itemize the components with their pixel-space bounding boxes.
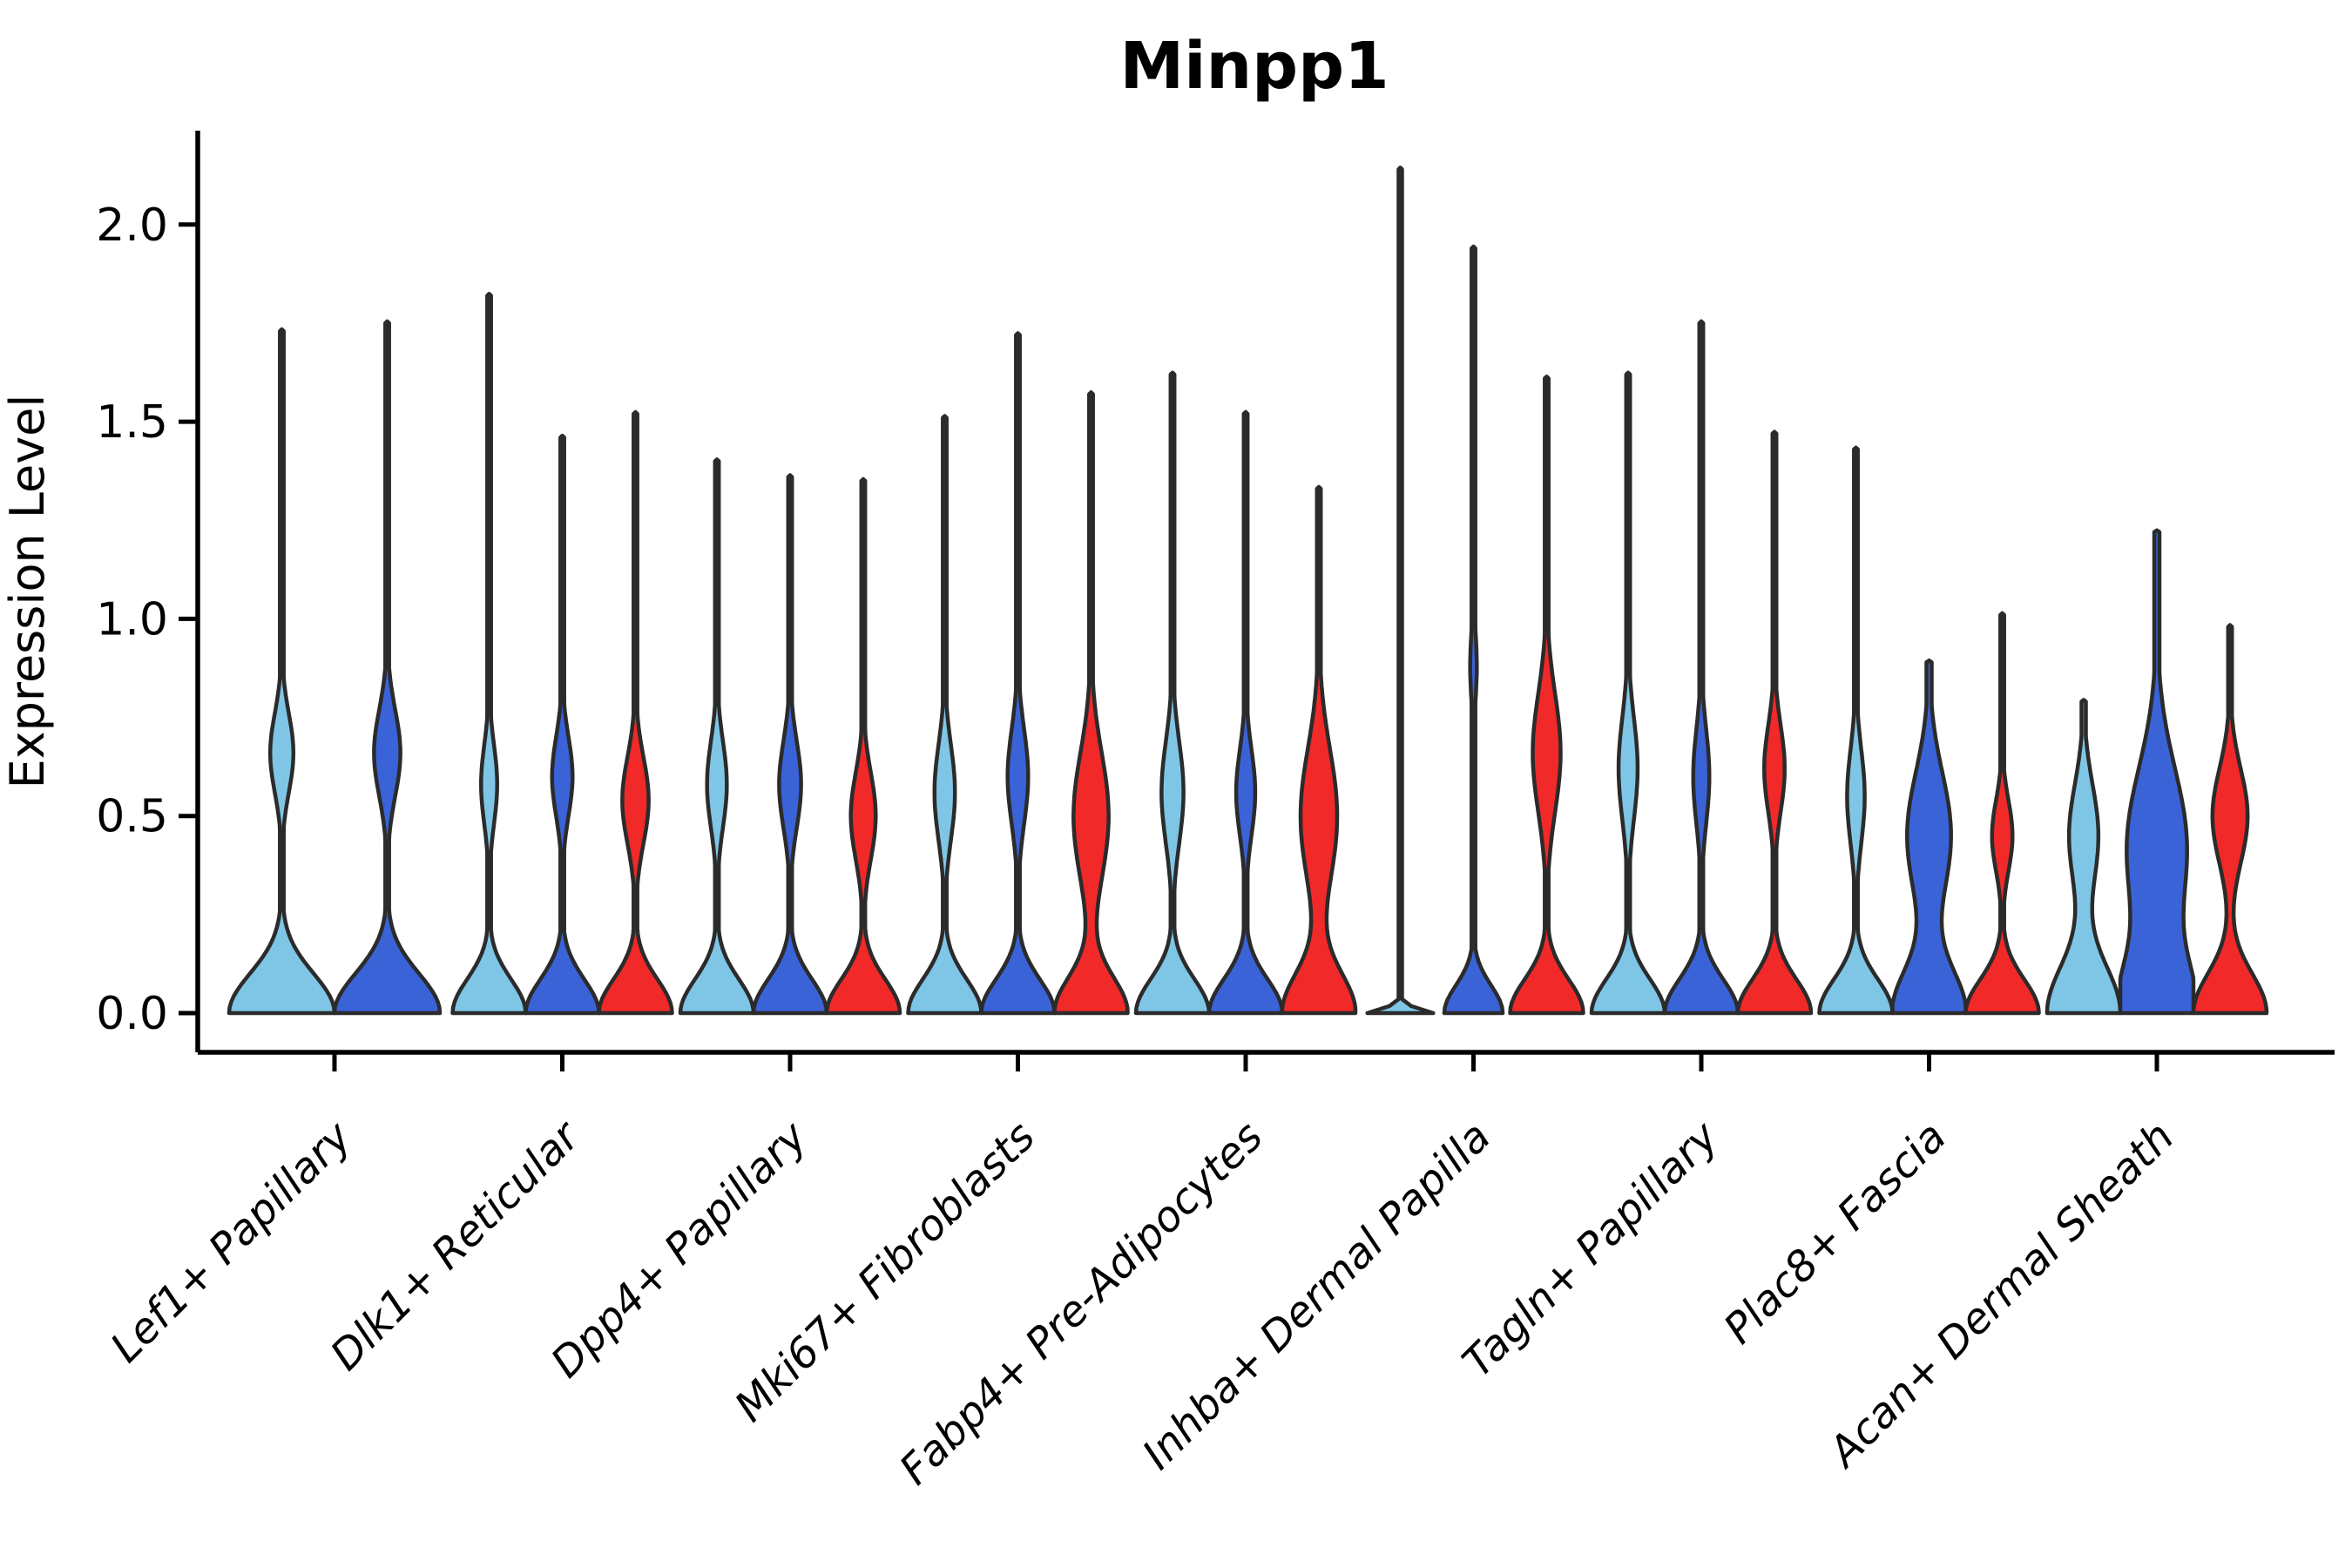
violin-3-light_blue: [678, 457, 756, 1016]
violin-4-red: [1052, 390, 1130, 1016]
x-tick-label-5: Fabp4+ Pre-Adipocytes: [890, 1112, 1273, 1495]
y-tick-label: 1.0: [96, 593, 168, 645]
violin-7-dark_blue: [1662, 319, 1740, 1016]
chart-title: Minpp1: [1119, 29, 1389, 104]
violin-4-dark_blue: [979, 331, 1057, 1016]
violin-1-dark_blue: [332, 319, 443, 1016]
x-tick-label-1: Lef1+ Papillary: [101, 1112, 362, 1372]
y-tick-label: 0.0: [96, 988, 168, 1040]
x-tick-label-7: Tagln+ Papillary: [1453, 1112, 1728, 1387]
y-tick-label: 0.5: [96, 791, 168, 843]
violin-4-light_blue: [906, 414, 983, 1016]
x-tick-label-2: Dlk1+ Reticular: [321, 1111, 591, 1381]
y-tick-label: 1.5: [96, 396, 168, 449]
violin-2-light_blue: [450, 292, 528, 1016]
violin-2-red: [597, 409, 674, 1016]
violin-1-light_blue: [226, 327, 337, 1016]
violin-5-red: [1280, 484, 1358, 1016]
violin-2-dark_blue: [524, 433, 601, 1016]
violin-9-red: [2191, 623, 2269, 1016]
violin-6-dark_blue: [1442, 244, 1505, 1016]
violin-6-light_blue: [1365, 166, 1436, 1016]
violin-7-light_blue: [1589, 370, 1667, 1016]
violin-3-dark_blue: [751, 473, 829, 1016]
violin-8-dark_blue: [1890, 658, 1968, 1016]
x-tick-label-8: Plac8+ Fascia: [1714, 1112, 1956, 1354]
y-tick-label: 2.0: [96, 199, 168, 252]
violin-8-light_blue: [1817, 445, 1895, 1016]
violin-5-light_blue: [1133, 370, 1212, 1016]
y-tick-labels: 0.0 0.5 1.0 1.5 2.0: [96, 199, 168, 1040]
violin-5-dark_blue: [1206, 409, 1285, 1016]
violin-6-red: [1508, 375, 1585, 1016]
violin-9-dark_blue: [2118, 528, 2196, 1016]
violin-8-red: [1963, 611, 2041, 1016]
axes: [179, 131, 2335, 1071]
violins-layer: [226, 166, 2269, 1016]
y-axis-label: Expression Level: [0, 395, 55, 789]
violin-3-red: [824, 476, 902, 1016]
violin-7-red: [1735, 429, 1814, 1016]
violin-9-light_blue: [2044, 698, 2123, 1016]
